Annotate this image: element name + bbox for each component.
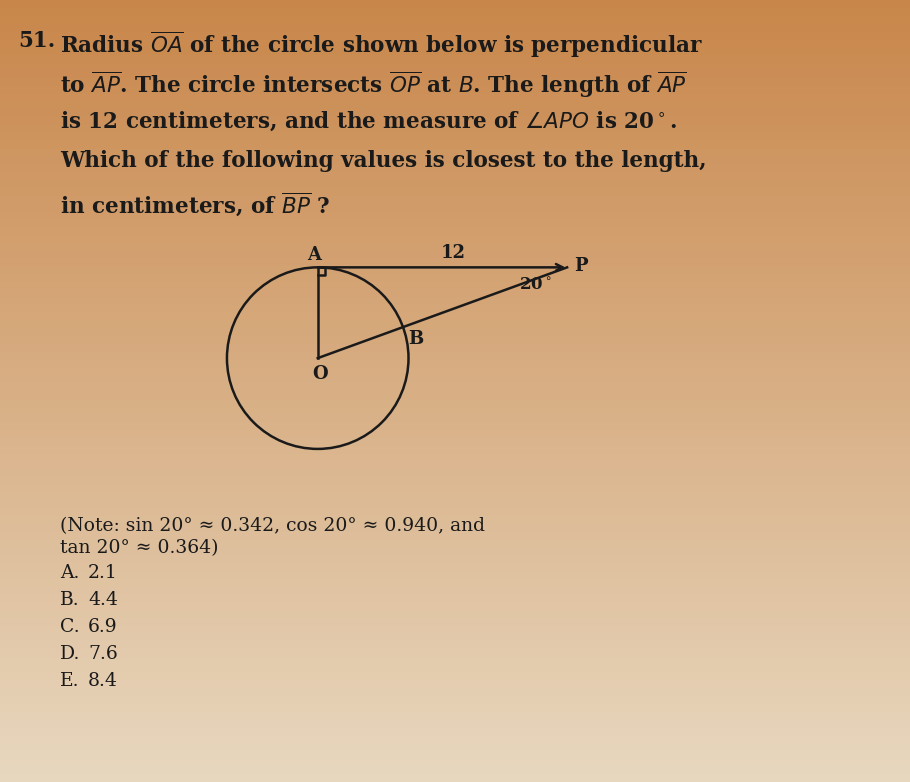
Text: tan 20° ≈ 0.364): tan 20° ≈ 0.364)	[60, 539, 218, 557]
Text: 8.4: 8.4	[88, 672, 118, 690]
Text: P: P	[574, 257, 588, 275]
Text: Radius $\overline{OA}$ of the circle shown below is perpendicular: Radius $\overline{OA}$ of the circle sho…	[60, 30, 703, 60]
Text: C.: C.	[60, 618, 80, 636]
Text: 6.9: 6.9	[88, 618, 117, 636]
Text: 12: 12	[440, 244, 465, 262]
Text: D.: D.	[60, 645, 80, 663]
Text: 4.4: 4.4	[88, 591, 118, 609]
Text: to $\overline{AP}$. The circle intersects $\overline{OP}$ at $B$. The length of : to $\overline{AP}$. The circle intersect…	[60, 70, 687, 100]
Text: O: O	[312, 365, 328, 383]
Text: 2.1: 2.1	[88, 564, 117, 582]
Text: E.: E.	[60, 672, 79, 690]
Text: Which of the following values is closest to the length,: Which of the following values is closest…	[60, 150, 707, 172]
Text: A.: A.	[60, 564, 79, 582]
Text: (Note: sin 20° ≈ 0.342, cos 20° ≈ 0.940, and: (Note: sin 20° ≈ 0.342, cos 20° ≈ 0.940,…	[60, 517, 485, 535]
Text: B: B	[409, 330, 423, 348]
Text: 7.6: 7.6	[88, 645, 117, 663]
Text: in centimeters, of $\overline{BP}$ ?: in centimeters, of $\overline{BP}$ ?	[60, 190, 330, 217]
Text: A: A	[308, 246, 321, 264]
Text: is 12 centimeters, and the measure of $\angle APO$ is 20$^\circ$.: is 12 centimeters, and the measure of $\…	[60, 110, 677, 134]
Text: 20$^\circ$: 20$^\circ$	[520, 277, 552, 294]
Text: B.: B.	[60, 591, 80, 609]
Text: 51.: 51.	[18, 30, 56, 52]
